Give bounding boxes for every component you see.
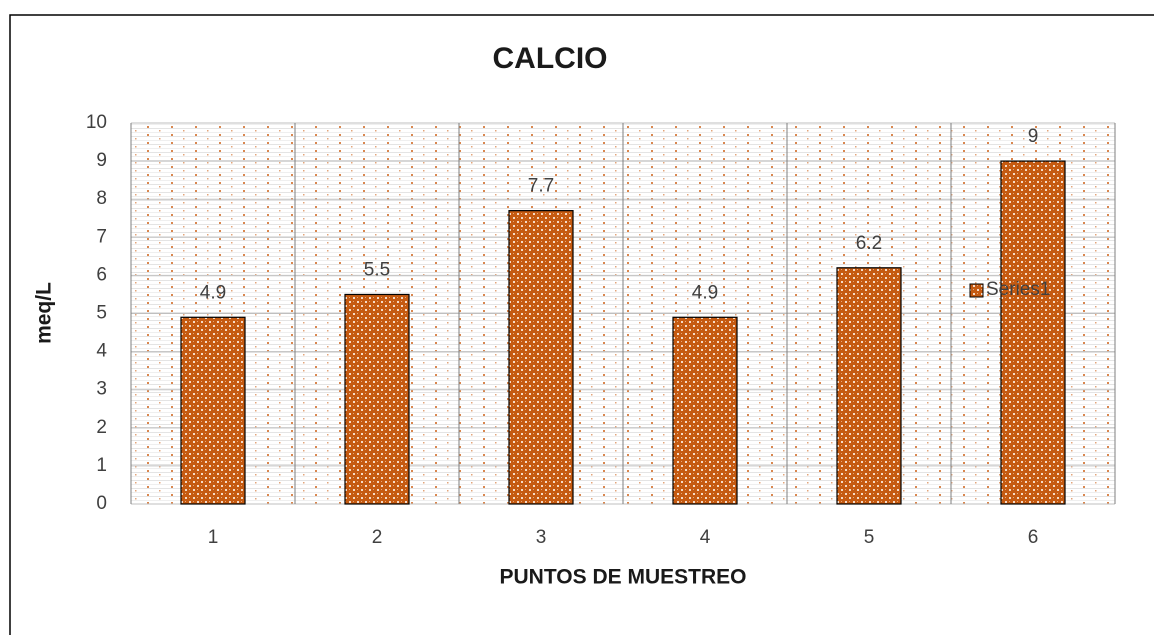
y-tick-label: 5 [96,303,107,324]
y-tick-label: 1 [96,455,107,476]
y-tick-label: 9 [96,150,107,171]
x-tick-label: 6 [1028,527,1039,548]
data-label: 4.9 [692,282,718,303]
data-label: 4.9 [200,282,226,303]
bar [836,267,902,505]
bar [180,316,246,505]
data-label: 7.7 [528,176,554,197]
y-tick-label: 7 [96,226,107,247]
y-tick-label: 6 [96,264,107,285]
y-tick-label: 4 [96,341,107,362]
x-tick-label: 1 [208,527,219,548]
bar [672,316,738,505]
y-tick-label: 3 [96,379,107,400]
legend-label: Series1 [986,279,1050,300]
data-label: 6.2 [856,233,882,254]
bar [344,293,410,505]
y-tick-label: 10 [86,112,107,133]
bar [508,210,574,505]
data-label: 5.5 [364,259,390,280]
bar [1000,160,1066,505]
y-tick-label: 2 [96,417,107,438]
chart-title: CALCIO [493,42,608,75]
x-tick-label: 2 [372,527,383,548]
y-axis-title: meq/L [33,282,56,344]
x-tick-label: 5 [864,527,875,548]
y-tick-label: 0 [96,493,107,514]
chart-frame [9,14,1154,635]
x-tick-label: 4 [700,527,711,548]
x-tick-label: 3 [536,527,547,548]
x-axis-title: PUNTOS DE MUESTREO [500,566,747,589]
y-tick-label: 8 [96,188,107,209]
data-label: 9 [1028,126,1039,147]
legend-swatch [969,283,984,298]
